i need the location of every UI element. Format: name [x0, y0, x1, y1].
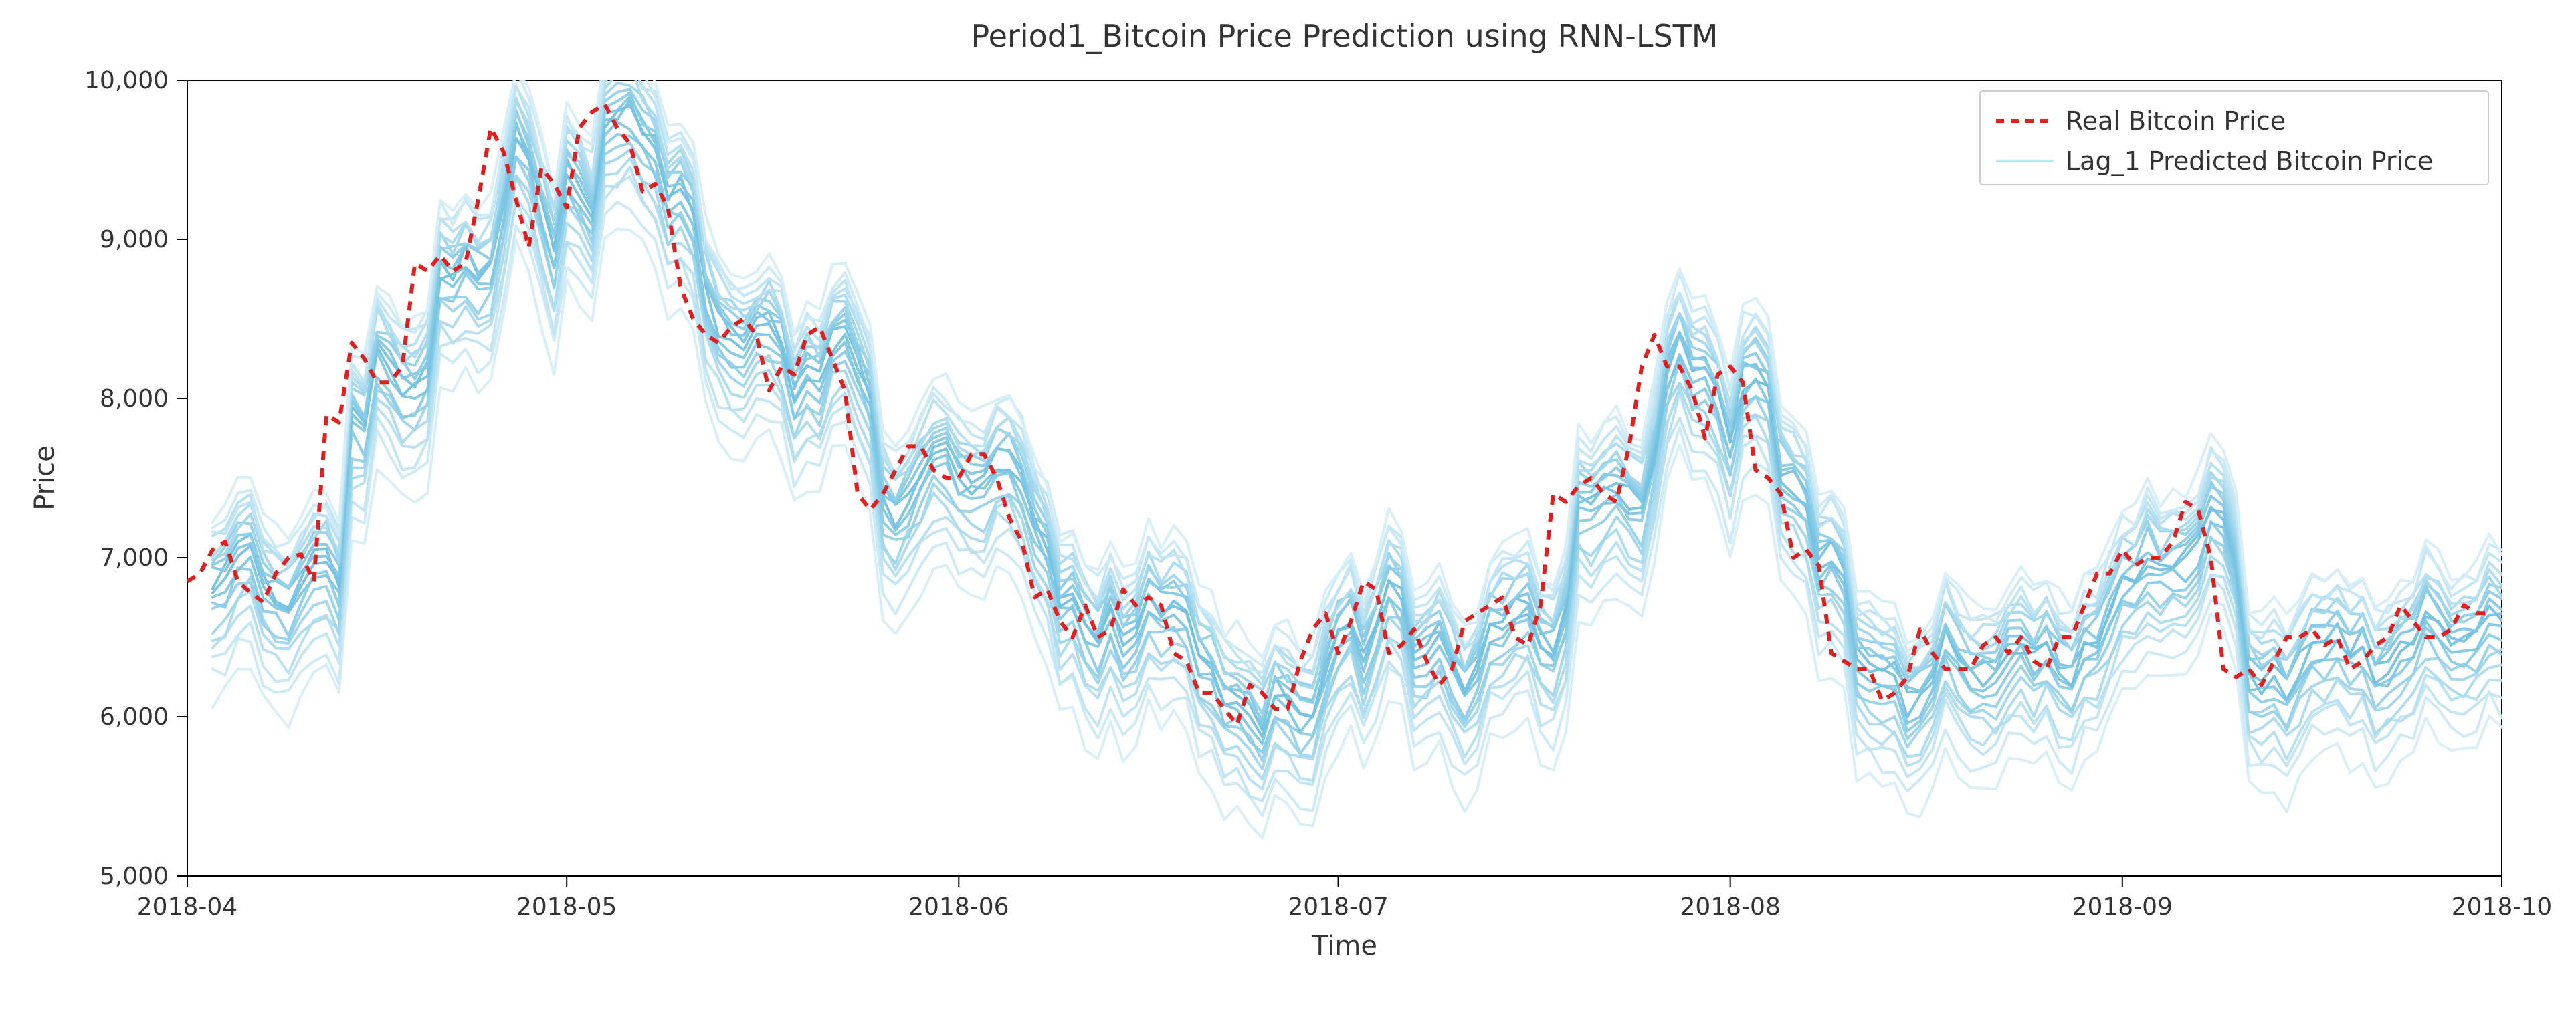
y-tick-label: 8,000	[100, 385, 169, 413]
y-axis-label: Price	[29, 445, 60, 511]
chart-container: 2018-04 2018-05 2018-06 2018-07 2018-08 2018-…	[0, 0, 2576, 1029]
y-tick-label: 10,000	[84, 67, 169, 94]
y-tick-label: 5,000	[100, 863, 169, 890]
y-tick-label: 7,000	[100, 544, 169, 572]
x-tick-label: 2018-06	[908, 893, 1009, 921]
x-tick-label: 2018-10	[2452, 893, 2552, 921]
legend-label: Real Bitcoin Price	[2066, 106, 2286, 136]
x-axis-label: Time	[1311, 931, 1377, 961]
x-tick-label: 2018-05	[516, 893, 617, 921]
x-tick-label: 2018-04	[137, 893, 237, 921]
chart-title: Period1_Bitcoin Price Prediction using R…	[971, 18, 1718, 54]
x-tick-label: 2018-07	[1288, 893, 1388, 921]
chart-svg: 2018-04 2018-05 2018-06 2018-07 2018-08 2018-…	[0, 0, 2576, 1029]
y-tick-label: 9,000	[100, 226, 169, 253]
legend: Real Bitcoin Price Lag_1 Predicted Bitcoi…	[1980, 91, 2488, 185]
x-tick-label: 2018-09	[2072, 893, 2173, 921]
legend-label: Lag_1 Predicted Bitcoin Price	[2066, 146, 2433, 176]
y-tick-label: 6,000	[100, 703, 169, 731]
x-tick-label: 2018-08	[1680, 893, 1780, 921]
